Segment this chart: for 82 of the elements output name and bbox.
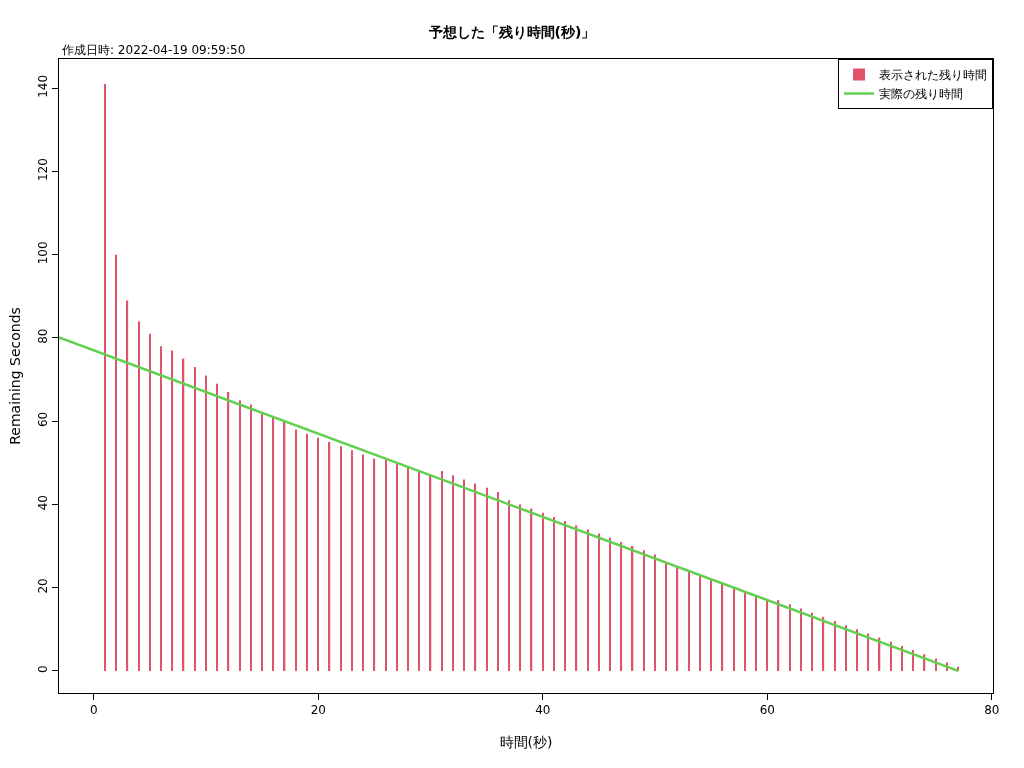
bar xyxy=(452,475,454,671)
bar xyxy=(340,446,342,671)
bar xyxy=(272,417,275,671)
bar xyxy=(171,350,174,671)
x-tick-label: 40 xyxy=(535,703,551,718)
y-tick-label: 40 xyxy=(36,494,51,511)
bar xyxy=(104,83,106,671)
y-axis-title: Remaining Seconds xyxy=(6,307,23,445)
bar xyxy=(890,641,892,671)
bar xyxy=(901,645,903,671)
y-tick-label: 100 xyxy=(36,241,51,265)
bar xyxy=(643,550,645,671)
bar xyxy=(239,400,241,671)
y-tick-label: 0 xyxy=(36,665,51,673)
bar xyxy=(250,404,252,671)
bar xyxy=(463,479,465,671)
bar xyxy=(295,429,297,671)
bar xyxy=(789,604,791,671)
bar xyxy=(441,471,443,671)
bar xyxy=(800,608,802,671)
bar xyxy=(845,625,847,671)
bar xyxy=(620,541,623,671)
bar xyxy=(328,441,331,671)
bar xyxy=(564,521,566,671)
bar xyxy=(598,533,600,671)
y-tick-label: 60 xyxy=(36,411,51,428)
legend-label: 表示された残り時間 xyxy=(879,68,987,83)
bar xyxy=(699,575,701,671)
bar xyxy=(418,471,421,671)
bar xyxy=(654,554,656,671)
bar xyxy=(587,529,589,671)
y-tick-label: 80 xyxy=(36,328,51,344)
bar xyxy=(194,367,196,671)
y-tick-label: 120 xyxy=(36,158,51,182)
bar xyxy=(575,525,578,671)
chart-title: 予想した「残り時間(秒)」 xyxy=(427,23,596,40)
y-tick-label: 140 xyxy=(36,74,51,98)
bar xyxy=(227,392,230,671)
bar xyxy=(160,346,162,671)
bar xyxy=(205,375,207,671)
x-tick-label: 80 xyxy=(984,703,1000,718)
bar xyxy=(710,579,712,671)
bar xyxy=(519,504,522,671)
bar xyxy=(396,462,398,671)
x-tick-label: 20 xyxy=(310,703,326,718)
bar xyxy=(486,487,488,671)
bar xyxy=(216,383,218,671)
legend-label: 実際の残り時間 xyxy=(879,87,963,102)
x-tick-label: 0 xyxy=(89,703,98,718)
bar xyxy=(317,437,319,671)
bar xyxy=(733,587,735,671)
bar xyxy=(115,254,117,671)
bar xyxy=(351,450,353,671)
bar xyxy=(508,500,510,671)
bar xyxy=(834,620,836,671)
bar xyxy=(362,454,364,671)
bar xyxy=(385,458,387,671)
bar xyxy=(138,321,140,671)
bar xyxy=(744,591,746,671)
bar xyxy=(811,612,813,671)
bar xyxy=(306,433,308,671)
x-tick-label: 60 xyxy=(759,703,775,718)
bar xyxy=(261,412,263,671)
bar xyxy=(609,537,611,671)
bar xyxy=(755,596,757,671)
bar xyxy=(867,633,870,671)
bar xyxy=(474,483,477,671)
y-tick-label: 20 xyxy=(36,578,51,594)
bar xyxy=(149,333,151,671)
bar xyxy=(373,458,376,671)
bar xyxy=(665,562,667,671)
chart-subtitle: 作成日時: 2022-04-19 09:59:50 xyxy=(61,43,246,57)
x-axis-title: 時間(秒) xyxy=(499,733,553,750)
bar xyxy=(497,491,499,671)
bar xyxy=(407,466,409,671)
bar xyxy=(766,600,769,671)
bar xyxy=(856,629,858,671)
bar xyxy=(721,583,724,671)
bar xyxy=(542,512,544,671)
bar xyxy=(553,516,555,671)
bar xyxy=(688,571,690,671)
bar xyxy=(126,300,129,671)
